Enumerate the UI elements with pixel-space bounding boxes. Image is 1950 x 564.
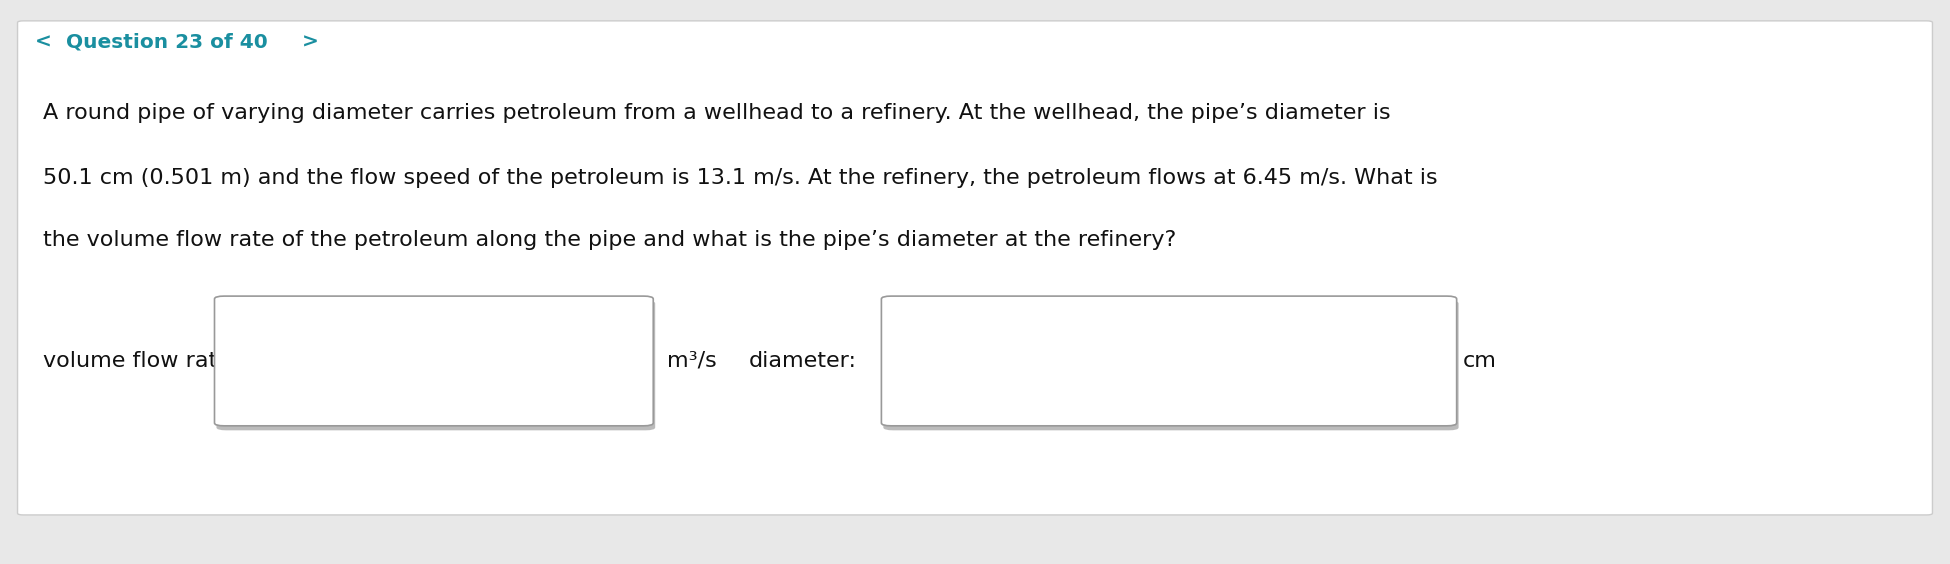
Text: >: > <box>302 33 320 52</box>
FancyBboxPatch shape <box>883 301 1459 430</box>
FancyBboxPatch shape <box>881 296 1457 426</box>
FancyBboxPatch shape <box>18 21 1932 515</box>
Text: <: < <box>35 33 53 52</box>
Text: volume flow rate:: volume flow rate: <box>43 351 238 371</box>
Text: Question 23 of 40: Question 23 of 40 <box>66 33 267 52</box>
Text: the volume flow rate of the petroleum along the pipe and what is the pipe’s diam: the volume flow rate of the petroleum al… <box>43 230 1176 250</box>
FancyBboxPatch shape <box>214 296 653 426</box>
Text: m³/s: m³/s <box>667 351 718 371</box>
FancyBboxPatch shape <box>216 301 655 430</box>
Text: cm: cm <box>1462 351 1496 371</box>
Text: A round pipe of varying diameter carries petroleum from a wellhead to a refinery: A round pipe of varying diameter carries… <box>43 103 1390 123</box>
Text: 50.1 cm (0.501 m) and the flow speed of the petroleum is 13.1 m/s. At the refine: 50.1 cm (0.501 m) and the flow speed of … <box>43 168 1437 188</box>
Text: diameter:: diameter: <box>749 351 856 371</box>
